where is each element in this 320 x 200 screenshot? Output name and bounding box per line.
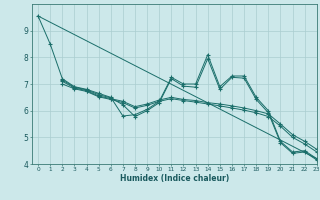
X-axis label: Humidex (Indice chaleur): Humidex (Indice chaleur)	[120, 174, 229, 183]
